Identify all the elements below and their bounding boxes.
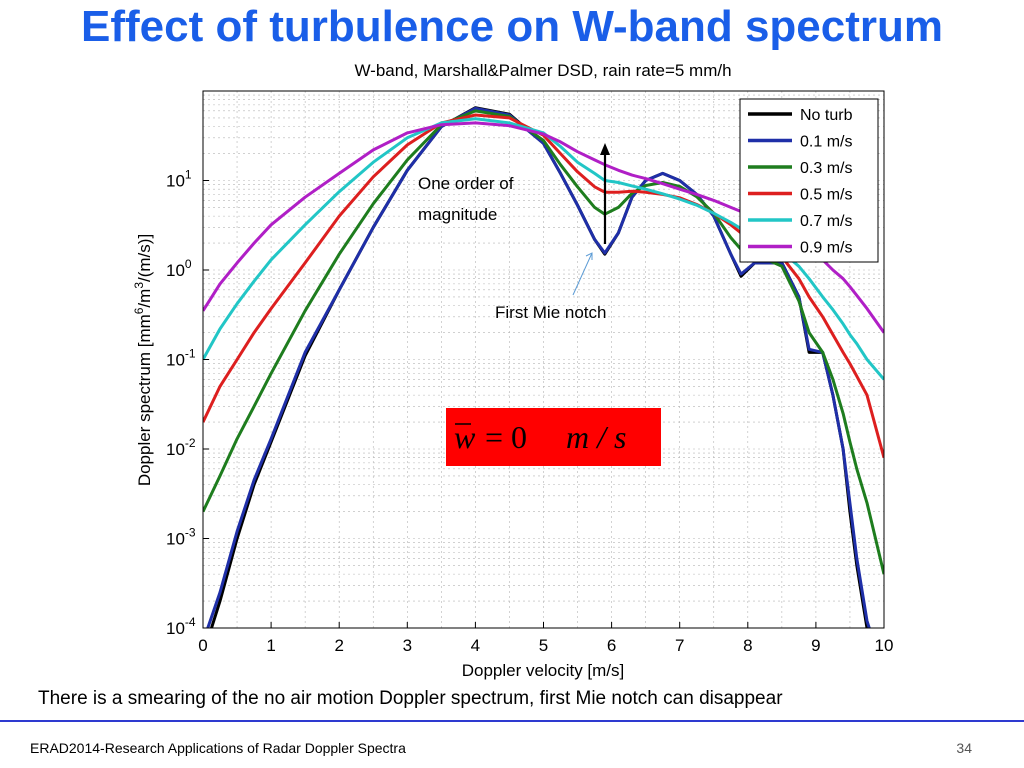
x-tick-label: 3 (403, 636, 412, 655)
series-lines (203, 106, 884, 628)
y-tick-label: 10-3 (166, 526, 196, 549)
legend-label: 0.9 m/s (800, 240, 852, 257)
x-tick-label: 5 (539, 636, 548, 655)
x-tick-label: 8 (743, 636, 752, 655)
y-tick-label: 10-4 (166, 615, 196, 638)
slide-caption: There is a smearing of the no air motion… (38, 688, 783, 709)
legend: No turb 0.1 m/s 0.3 m/s 0.5 m/s 0.7 m/s 0.9 m… (739, 98, 879, 263)
legend-label: 0.7 m/s (800, 213, 852, 230)
annotations: One order of magnitude First Mie notch w… (418, 143, 661, 466)
legend-label: 0.5 m/s (800, 187, 852, 204)
notch-label: First Mie notch (495, 303, 606, 322)
footer-divider (0, 720, 1024, 722)
legend-box (739, 98, 879, 263)
legend-label: 0.1 m/s (800, 134, 852, 151)
footer-text: ERAD2014-Research Applications of Radar … (30, 740, 406, 756)
y-tick-label: 101 (166, 168, 192, 191)
y-axis-ticks: 10-4 10-3 10-2 10-1 100 101 (166, 168, 209, 638)
series-line (203, 109, 884, 575)
series-line (203, 117, 884, 381)
x-axis-label: Doppler velocity [m/s] (462, 661, 625, 680)
formula-box (446, 408, 661, 466)
slide-title: Effect of turbulence on W-band spectrum (80, 2, 944, 51)
order-label: One order of magnitude (418, 174, 518, 224)
chart-title: W-band, Marshall&Palmer DSD, rain rate=5… (354, 61, 731, 80)
x-tick-label: 7 (675, 636, 684, 655)
notch-pointer-head-icon (585, 252, 593, 260)
y-tick-label: 100 (166, 257, 192, 280)
x-tick-label: 4 (471, 636, 480, 655)
series-line (203, 113, 884, 459)
x-tick-label: 0 (198, 636, 207, 655)
x-tick-label: 6 (607, 636, 616, 655)
legend-label: No turb (800, 107, 853, 124)
page-number: 34 (956, 740, 972, 756)
formula-equals: = 0 (485, 419, 527, 455)
legend-label: 0.3 m/s (800, 160, 852, 177)
formula-unit: m / s (566, 419, 626, 455)
x-tick-label: 10 (875, 636, 894, 655)
x-axis-ticks: 0 1 2 3 4 5 6 7 8 9 10 (198, 622, 893, 655)
y-tick-label: 10-1 (166, 347, 196, 370)
order-arrow-head-icon (600, 143, 610, 155)
x-tick-label: 1 (266, 636, 275, 655)
y-axis-label: Doppler spectrum [mm6/m3/(m/s)] (132, 234, 154, 486)
notch-pointer-line (572, 252, 593, 296)
x-tick-label: 2 (334, 636, 343, 655)
formula-symbol: w (454, 419, 476, 455)
y-tick-label: 10-2 (166, 436, 196, 459)
x-tick-label: 9 (811, 636, 820, 655)
